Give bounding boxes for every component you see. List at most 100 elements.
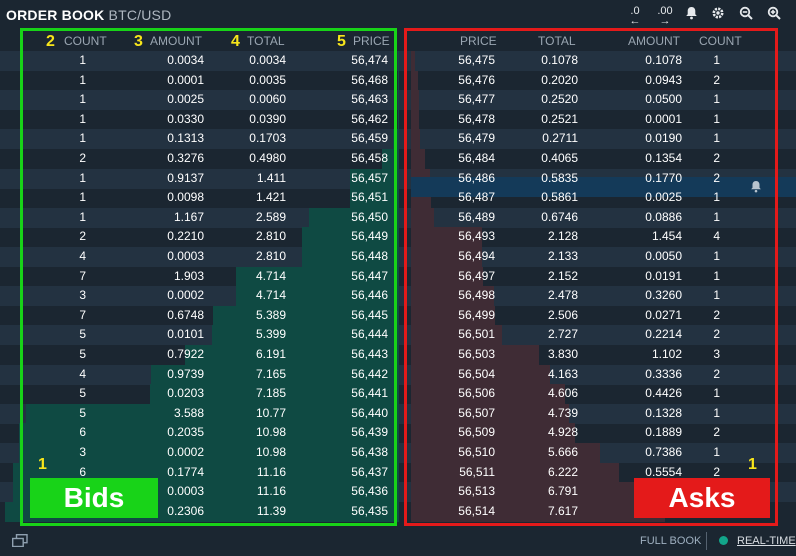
bid-total: 5.399 [255,327,286,342]
decrease-precision-label: .0 [630,5,640,17]
ask-count: 1 [713,445,720,459]
ask-depth-bar [411,501,666,522]
bid-total: 0.0060 [249,92,286,107]
zoom-out-icon[interactable] [737,6,755,24]
ask-total: 6.791 [547,484,578,499]
ask-total: 0.5861 [541,190,578,205]
bid-amount: 0.0003 [167,249,204,263]
bid-amount: 1.903 [173,268,204,283]
bid-depth-bar [151,364,399,385]
ask-total: 2.133 [547,249,578,263]
ask-price: 56,476 [458,72,495,87]
bid-total: 11.16 [256,484,286,499]
bids-header-count[interactable]: COUNT [64,34,107,48]
bid-count: 4 [79,366,86,381]
bid-total: 0.4980 [249,151,286,165]
popout-window-icon[interactable] [11,533,28,548]
ask-price: 56,478 [458,111,495,126]
ask-price: 56,501 [458,327,495,342]
ask-amount: 0.0886 [645,209,682,224]
price-alert-bell-icon[interactable] [750,180,762,196]
ask-price: 56,514 [458,503,495,518]
ask-total: 4.163 [547,366,578,381]
bid-total: 4.714 [255,288,286,303]
full-book-link[interactable]: FULL BOOK [640,535,702,547]
ask-amount: 0.0025 [645,190,682,205]
bid-price: 56,457 [351,170,388,185]
gear-icon[interactable] [709,6,727,24]
ask-amount: 0.1328 [645,405,682,420]
bid-count: 1 [79,209,86,224]
ask-price: 56,510 [458,445,495,459]
bid-total: 6.191 [255,347,286,361]
bid-total: 2.589 [255,209,286,224]
trading-pair: BTC/USD [108,7,172,23]
ask-amount: 0.1770 [645,170,682,185]
ask-price: 56,507 [458,405,495,420]
bid-total: 4.714 [255,268,286,283]
bid-price: 56,463 [351,92,388,107]
bid-depth-bar [350,168,399,189]
ask-depth-bar [411,345,539,366]
increase-precision-icon[interactable]: .00 → [657,5,673,27]
bid-amount: 0.3276 [167,151,204,165]
bid-depth-bar [397,109,399,130]
decrease-precision-icon[interactable]: .0 ← [629,5,641,27]
asks-header-total[interactable]: TOTAL [538,34,576,48]
ask-amount: 0.1078 [645,53,682,67]
bid-price: 56,468 [351,72,388,87]
ask-count: 1 [713,111,720,126]
ask-count: 4 [713,229,720,244]
bid-amount: 0.0025 [167,92,204,107]
bid-amount: 0.0002 [167,445,204,459]
bids-header-total[interactable]: TOTAL [247,34,285,48]
ask-depth-bar [411,482,638,503]
panel-title-text: ORDER BOOK [6,7,105,23]
bid-count: 6 [79,464,86,479]
bid-price: 56,451 [351,190,388,205]
ask-count: 3 [713,347,720,361]
zoom-in-icon[interactable] [765,6,783,24]
ask-count: 1 [713,92,720,107]
bid-price: 56,438 [351,445,388,459]
bid-amount: 0.9137 [167,170,204,185]
bid-depth-bar [235,286,399,307]
ask-depth-bar [411,149,425,170]
ask-total: 3.830 [547,347,578,361]
ask-price: 56,511 [459,464,495,479]
bid-price: 56,445 [351,307,388,322]
ask-total: 4.928 [547,425,578,440]
bid-total: 10.77 [255,405,286,420]
bell-icon[interactable] [682,6,700,24]
asks-header-amount[interactable]: AMOUNT [628,34,680,48]
bid-price: 56,449 [351,229,388,244]
ask-total: 2.128 [547,229,578,244]
bid-depth-bar [26,403,399,424]
bids-header-amount[interactable]: AMOUNT [150,34,202,48]
bid-count: 5 [79,405,86,420]
ask-price: 56,504 [458,366,495,381]
ask-price: 56,498 [458,288,495,303]
ask-depth-bar [411,423,576,444]
bid-price: 56,437 [351,464,388,479]
bid-price: 56,435 [351,503,388,518]
bid-amount: 0.0203 [167,386,204,401]
bid-count: 5 [79,386,86,401]
ask-depth-bar [411,90,420,111]
ask-total: 0.2521 [541,111,578,126]
bid-depth-bar [212,305,399,326]
bid-total: 5.389 [255,307,286,322]
bid-count: 1 [79,111,86,126]
asks-header-count[interactable]: COUNT [699,34,742,48]
bid-depth-bar [150,384,399,405]
ask-amount: 1.102 [651,347,682,361]
bid-amount: 0.0002 [167,288,204,303]
ask-depth-bar [411,227,482,248]
highlighted-ask-row[interactable] [411,177,796,197]
asks-header-price[interactable]: PRICE [460,34,497,48]
ask-total: 5.666 [547,445,578,459]
real-time-link[interactable]: REAL-TIME [737,535,796,547]
bid-count: 7 [79,268,86,283]
bid-total: 0.1703 [249,131,286,146]
bids-header-price[interactable]: PRICE [353,34,390,48]
